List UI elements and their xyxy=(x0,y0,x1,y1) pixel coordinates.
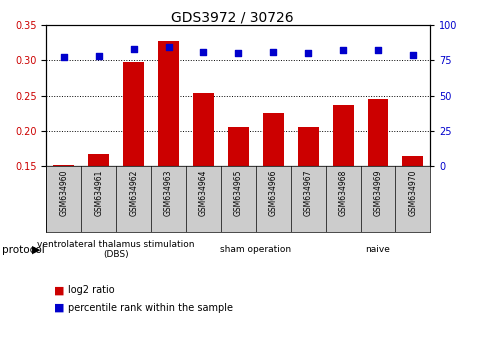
Bar xyxy=(297,127,318,166)
Text: ■: ■ xyxy=(54,285,64,295)
Bar xyxy=(262,113,283,166)
Text: GSM634965: GSM634965 xyxy=(233,170,243,216)
Bar xyxy=(193,93,214,166)
Bar xyxy=(123,62,144,166)
Bar xyxy=(53,165,74,166)
Text: GSM634967: GSM634967 xyxy=(303,170,312,216)
Point xyxy=(304,50,311,56)
Text: GSM634960: GSM634960 xyxy=(59,170,68,216)
Text: naive: naive xyxy=(365,245,389,254)
Text: log2 ratio: log2 ratio xyxy=(68,285,115,295)
Point xyxy=(129,46,137,52)
Text: GSM634970: GSM634970 xyxy=(407,170,417,216)
Text: percentile rank within the sample: percentile rank within the sample xyxy=(68,303,233,313)
Bar xyxy=(367,99,387,166)
Point xyxy=(269,49,277,55)
Text: GSM634966: GSM634966 xyxy=(268,170,277,216)
Point xyxy=(373,47,381,53)
Point xyxy=(164,45,172,50)
Point xyxy=(95,53,102,59)
Text: GSM634961: GSM634961 xyxy=(94,170,103,216)
Text: ▶: ▶ xyxy=(32,245,41,255)
Text: GDS3972 / 30726: GDS3972 / 30726 xyxy=(171,11,293,25)
Text: GSM634963: GSM634963 xyxy=(164,170,173,216)
Point xyxy=(408,52,416,57)
Text: ■: ■ xyxy=(54,303,64,313)
Text: protocol: protocol xyxy=(2,245,45,255)
Text: GSM634968: GSM634968 xyxy=(338,170,347,216)
Bar xyxy=(227,127,248,166)
Text: GSM634964: GSM634964 xyxy=(199,170,207,216)
Point xyxy=(234,50,242,56)
Point xyxy=(199,49,207,55)
Text: GSM634962: GSM634962 xyxy=(129,170,138,216)
Point xyxy=(60,55,68,60)
Bar xyxy=(332,105,353,166)
Bar xyxy=(402,156,423,166)
Bar xyxy=(158,41,179,166)
Text: GSM634969: GSM634969 xyxy=(373,170,382,216)
Bar xyxy=(88,154,109,166)
Point xyxy=(339,47,346,53)
Text: sham operation: sham operation xyxy=(220,245,291,254)
Text: ventrolateral thalamus stimulation
(DBS): ventrolateral thalamus stimulation (DBS) xyxy=(38,240,195,259)
